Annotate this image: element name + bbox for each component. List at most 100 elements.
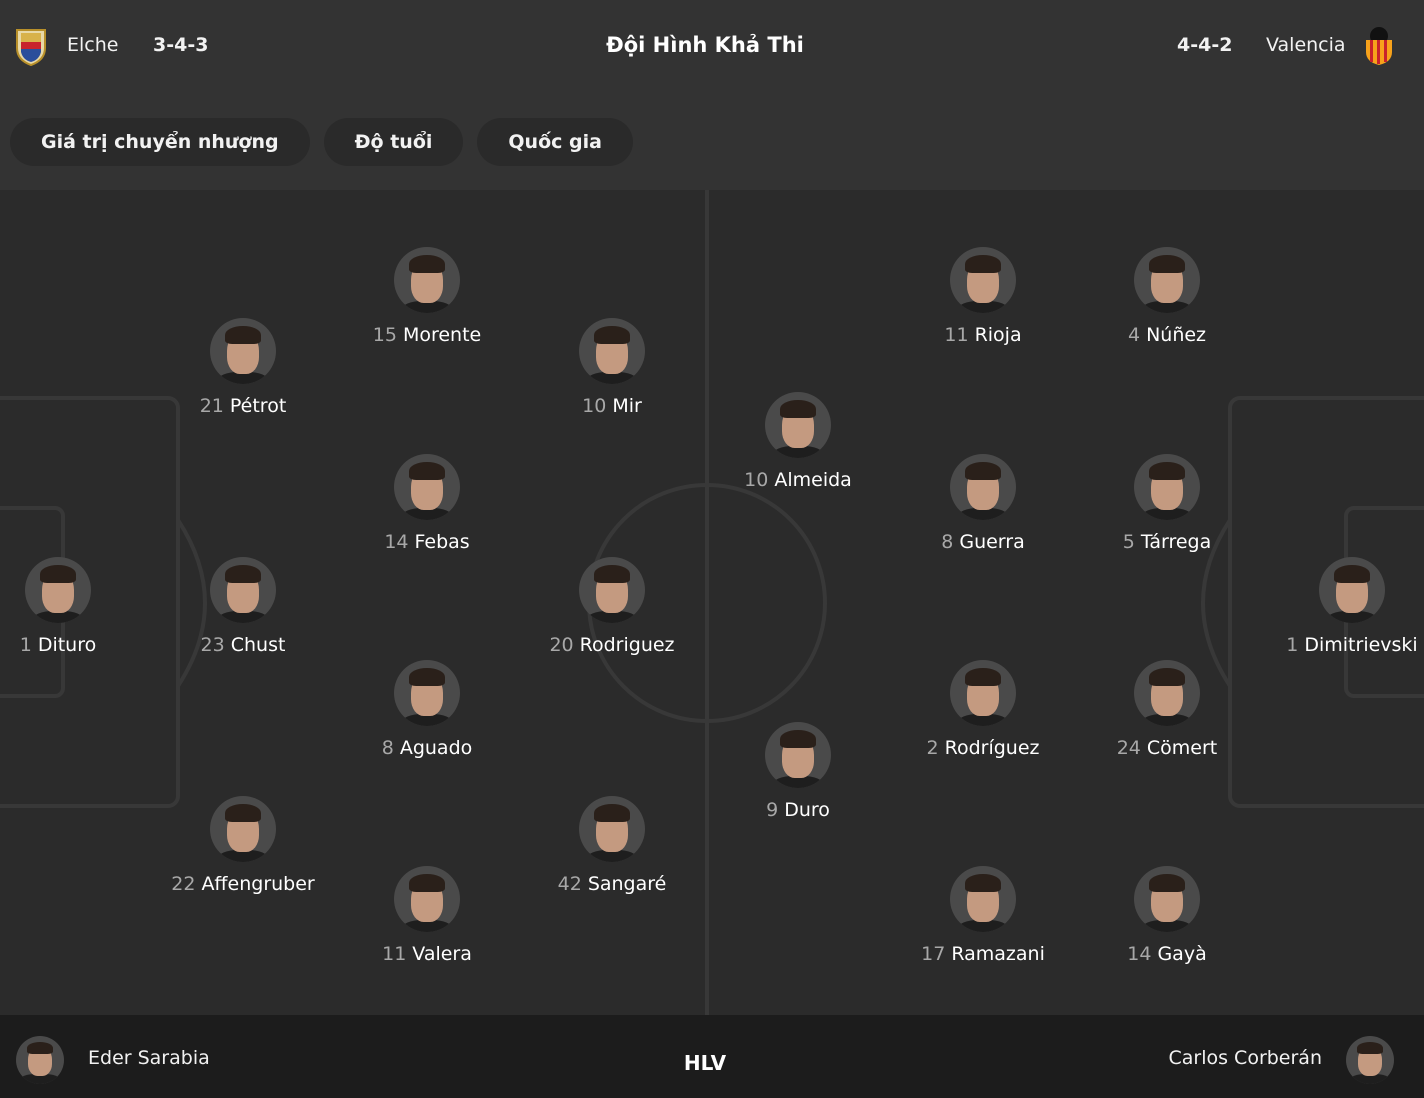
player-avatar[interactable] (394, 247, 460, 313)
coaches-bar: Eder Sarabia HLV Carlos Corberán (0, 1015, 1424, 1098)
player-number: 22 (171, 873, 196, 895)
player-name: Gayà (1157, 943, 1207, 965)
player-number: 10 (582, 395, 607, 417)
player-name: Aguado (399, 737, 473, 759)
away-player[interactable]: 10 Almeida (698, 392, 898, 491)
player-number: 10 (744, 469, 769, 491)
home-coach-avatar[interactable] (16, 1036, 64, 1084)
player-name: Rioja (974, 324, 1022, 346)
player-avatar[interactable] (1134, 247, 1200, 313)
player-avatar[interactable] (950, 660, 1016, 726)
player-label: 11 Rioja (883, 324, 1083, 346)
player-avatar[interactable] (394, 454, 460, 520)
home-player[interactable]: 15 Morente (327, 247, 527, 346)
player-avatar[interactable] (25, 557, 91, 623)
player-name: Rodríguez (944, 737, 1040, 759)
away-player[interactable]: 11 Rioja (883, 247, 1083, 346)
player-label: 5 Tárrega (1067, 531, 1267, 553)
player-avatar[interactable] (579, 318, 645, 384)
player-avatar[interactable] (1319, 557, 1385, 623)
player-number: 1 (19, 634, 32, 656)
player-name: Febas (414, 531, 470, 553)
player-avatar[interactable] (765, 722, 831, 788)
away-player[interactable]: 24 Cömert (1067, 660, 1267, 759)
player-label: 1 Dimitrievski (1252, 634, 1424, 656)
player-avatar[interactable] (579, 557, 645, 623)
player-avatar[interactable] (765, 392, 831, 458)
away-coach-name[interactable]: Carlos Corberán (1168, 1047, 1322, 1069)
player-label: 24 Cömert (1067, 737, 1267, 759)
player-name: Sangaré (587, 873, 667, 895)
home-player[interactable]: 10 Mir (512, 318, 712, 417)
player-avatar[interactable] (950, 866, 1016, 932)
player-number: 2 (926, 737, 939, 759)
player-avatar[interactable] (950, 247, 1016, 313)
home-player[interactable]: 14 Febas (327, 454, 527, 553)
away-team-name[interactable]: Valencia (1266, 34, 1346, 56)
player-name: Cömert (1146, 737, 1218, 759)
player-label: 22 Affengruber (143, 873, 343, 895)
player-label: 9 Duro (698, 799, 898, 821)
player-number: 42 (557, 873, 582, 895)
away-player[interactable]: 9 Duro (698, 722, 898, 821)
player-avatar[interactable] (210, 318, 276, 384)
player-label: 42 Sangaré (512, 873, 712, 895)
player-label: 21 Pétrot (143, 395, 343, 417)
player-number: 5 (1122, 531, 1135, 553)
home-team-name[interactable]: Elche (67, 34, 119, 56)
home-player[interactable]: 20 Rodriguez (512, 557, 712, 656)
player-label: 14 Gayà (1067, 943, 1267, 965)
away-player[interactable]: 2 Rodríguez (883, 660, 1083, 759)
player-avatar[interactable] (210, 796, 276, 862)
home-player[interactable]: 8 Aguado (327, 660, 527, 759)
home-player[interactable]: 23 Chust (143, 557, 343, 656)
player-name: Guerra (959, 531, 1025, 553)
player-avatar[interactable] (1134, 866, 1200, 932)
home-player[interactable]: 21 Pétrot (143, 318, 343, 417)
home-player[interactable]: 11 Valera (327, 866, 527, 965)
player-name: Almeida (774, 469, 852, 491)
player-number: 14 (1127, 943, 1152, 965)
player-name: Rodriguez (579, 634, 675, 656)
player-number: 9 (766, 799, 779, 821)
home-player[interactable]: 42 Sangaré (512, 796, 712, 895)
away-player[interactable]: 4 Núñez (1067, 247, 1267, 346)
home-player[interactable]: 1 Dituro (0, 557, 158, 656)
player-label: 4 Núñez (1067, 324, 1267, 346)
player-name: Tárrega (1140, 531, 1212, 553)
player-avatar[interactable] (950, 454, 1016, 520)
filter-nationality[interactable]: Quốc gia (477, 118, 633, 166)
player-avatar[interactable] (1134, 660, 1200, 726)
player-label: 1 Dituro (0, 634, 158, 656)
elche-crest-icon[interactable] (13, 24, 49, 66)
player-avatar[interactable] (394, 660, 460, 726)
valencia-crest-icon[interactable] (1361, 24, 1397, 66)
player-label: 8 Guerra (883, 531, 1083, 553)
away-player[interactable]: 1 Dimitrievski (1252, 557, 1424, 656)
filter-transfer-value[interactable]: Giá trị chuyển nhượng (10, 118, 310, 166)
away-coach-avatar[interactable] (1346, 1036, 1394, 1084)
player-avatar[interactable] (210, 557, 276, 623)
player-name: Valera (412, 943, 472, 965)
player-name: Morente (402, 324, 482, 346)
away-player[interactable]: 5 Tárrega (1067, 454, 1267, 553)
player-number: 21 (199, 395, 224, 417)
away-player[interactable]: 8 Guerra (883, 454, 1083, 553)
home-coach-name[interactable]: Eder Sarabia (88, 1047, 210, 1069)
player-number: 24 (1116, 737, 1141, 759)
away-player[interactable]: 17 Ramazani (883, 866, 1083, 965)
player-label: 8 Aguado (327, 737, 527, 759)
player-avatar[interactable] (1134, 454, 1200, 520)
player-label: 2 Rodríguez (883, 737, 1083, 759)
player-number: 14 (384, 531, 409, 553)
player-avatar[interactable] (579, 796, 645, 862)
player-name: Affengruber (201, 873, 315, 895)
player-name: Dituro (37, 634, 97, 656)
player-avatar[interactable] (394, 866, 460, 932)
player-number: 4 (1127, 324, 1141, 346)
player-label: 10 Mir (512, 395, 712, 417)
away-formation: 4-4-2 (1177, 34, 1233, 56)
filter-age[interactable]: Độ tuổi (323, 118, 464, 166)
away-player[interactable]: 14 Gayà (1067, 866, 1267, 965)
home-player[interactable]: 22 Affengruber (143, 796, 343, 895)
